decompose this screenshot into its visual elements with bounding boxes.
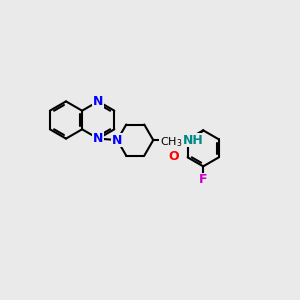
Text: F: F [199,173,208,186]
Text: NH: NH [183,134,204,147]
Text: N: N [112,134,122,147]
Text: N: N [93,132,104,145]
Text: N: N [93,95,104,108]
Text: CH$_3$: CH$_3$ [160,135,182,149]
Text: O: O [168,150,179,163]
